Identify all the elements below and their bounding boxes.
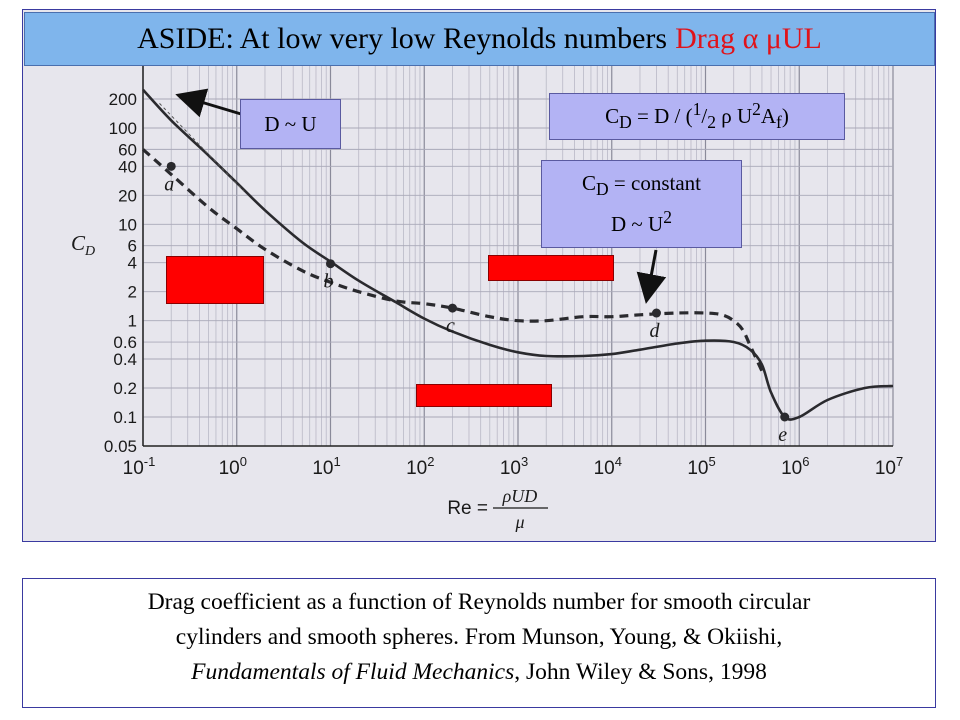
figure-caption: Drag coefficient as a function of Reynol… <box>22 578 936 708</box>
x-tick-label: 104 <box>594 454 622 479</box>
x-tick-label: 100 <box>219 454 247 479</box>
arrow-d-u <box>175 88 242 118</box>
annotation-cd-constant-line2: D ~ U2 <box>611 206 672 236</box>
point-marker-e <box>780 412 790 422</box>
y-tick-label: 1 <box>128 312 137 331</box>
x-axis-label-denominator: μ <box>514 512 524 532</box>
y-tick-label: 40 <box>118 157 137 176</box>
point-marker-b <box>326 259 335 269</box>
y-tick-label: 10 <box>118 215 137 234</box>
annotation-d-proportional-u: D ~ U <box>240 99 341 149</box>
point-label-e: e <box>778 424 787 446</box>
redaction-box-lower <box>416 384 552 407</box>
x-tick-label: 10-1 <box>123 454 156 479</box>
caption-line-1: Drag coefficient as a function of Reynol… <box>147 589 811 615</box>
point-label-d: d <box>649 320 660 342</box>
series-line-dashed <box>141 148 764 372</box>
caption-book-title: Fundamentals of Fluid Mechanics <box>191 659 515 685</box>
point-label-b: b <box>324 271 334 293</box>
annotation-arrows <box>175 88 667 304</box>
x-tick-label: 107 <box>875 454 903 479</box>
y-tick-label: 0.2 <box>113 379 137 398</box>
x-tick-label: 101 <box>312 454 340 479</box>
x-tick-label: 103 <box>500 454 528 479</box>
slide-title: ASIDE: At low very low Reynolds numbers … <box>24 12 935 66</box>
caption-line-3: Fundamentals of Fluid Mechanics, John Wi… <box>23 655 935 690</box>
slide-title-main: ASIDE: At low very low Reynolds numbers <box>137 22 668 55</box>
slide-title-accent: Drag α μUL <box>675 22 822 55</box>
y-tick-label: 6 <box>128 237 137 256</box>
caption-publisher: , John Wiley & Sons, 1998 <box>514 659 767 685</box>
redaction-box-left <box>166 256 264 304</box>
arrow-cd-constant <box>636 249 667 304</box>
x-tick-label: 106 <box>781 454 809 479</box>
point-label-a: a <box>164 173 174 195</box>
y-tick-label: 200 <box>109 90 137 109</box>
chart-series <box>141 88 894 421</box>
chart-point-labels: a b c d e <box>164 161 790 446</box>
point-marker-a <box>166 161 176 171</box>
y-tick-label: 100 <box>109 119 137 138</box>
y-tick-label: 20 <box>118 186 137 205</box>
y-tick-label: 60 <box>118 140 137 159</box>
x-tick-label: 105 <box>687 454 715 479</box>
point-marker-d <box>651 308 661 318</box>
point-label-c: c <box>446 315 455 337</box>
chart-figure: 0.05 0.1 0.2 0.4 0.6 1 2 4 6 10 20 40 60 100 200 10-1 10… <box>22 9 936 542</box>
series-line-solid <box>142 88 894 421</box>
redaction-box-middle <box>488 255 614 281</box>
x-tick-label: 102 <box>406 454 434 479</box>
annotation-cd-definition: CD = D / (1/2 ρ U2Af) <box>549 93 845 140</box>
annotation-cd-constant: CD = constant D ~ U2 <box>541 160 742 248</box>
y-tick-label: 2 <box>128 283 137 302</box>
reference-slope-line <box>159 103 245 192</box>
x-axis-label: Re = ρUD μ <box>447 486 548 532</box>
y-axis-label: CD <box>71 231 95 259</box>
x-axis-label-numerator: ρUD <box>502 486 538 506</box>
y-tick-label: 0.05 <box>104 437 137 456</box>
point-marker-c <box>447 303 457 313</box>
y-tick-label: 0.1 <box>113 408 137 427</box>
annotation-d-u-text: D ~ U <box>264 111 317 136</box>
annotation-cd-formula-text: CD = D / (1/2 ρ U2Af) <box>605 99 789 133</box>
caption-line-2: cylinders and smooth spheres. From Munso… <box>175 624 783 650</box>
y-tick-label: 4 <box>128 254 137 273</box>
x-axis-label-re: Re = <box>447 498 488 519</box>
y-tick-label: 0.6 <box>113 333 137 352</box>
annotation-cd-constant-line1: CD = constant <box>582 171 701 200</box>
y-tick-label: 0.4 <box>113 350 137 369</box>
